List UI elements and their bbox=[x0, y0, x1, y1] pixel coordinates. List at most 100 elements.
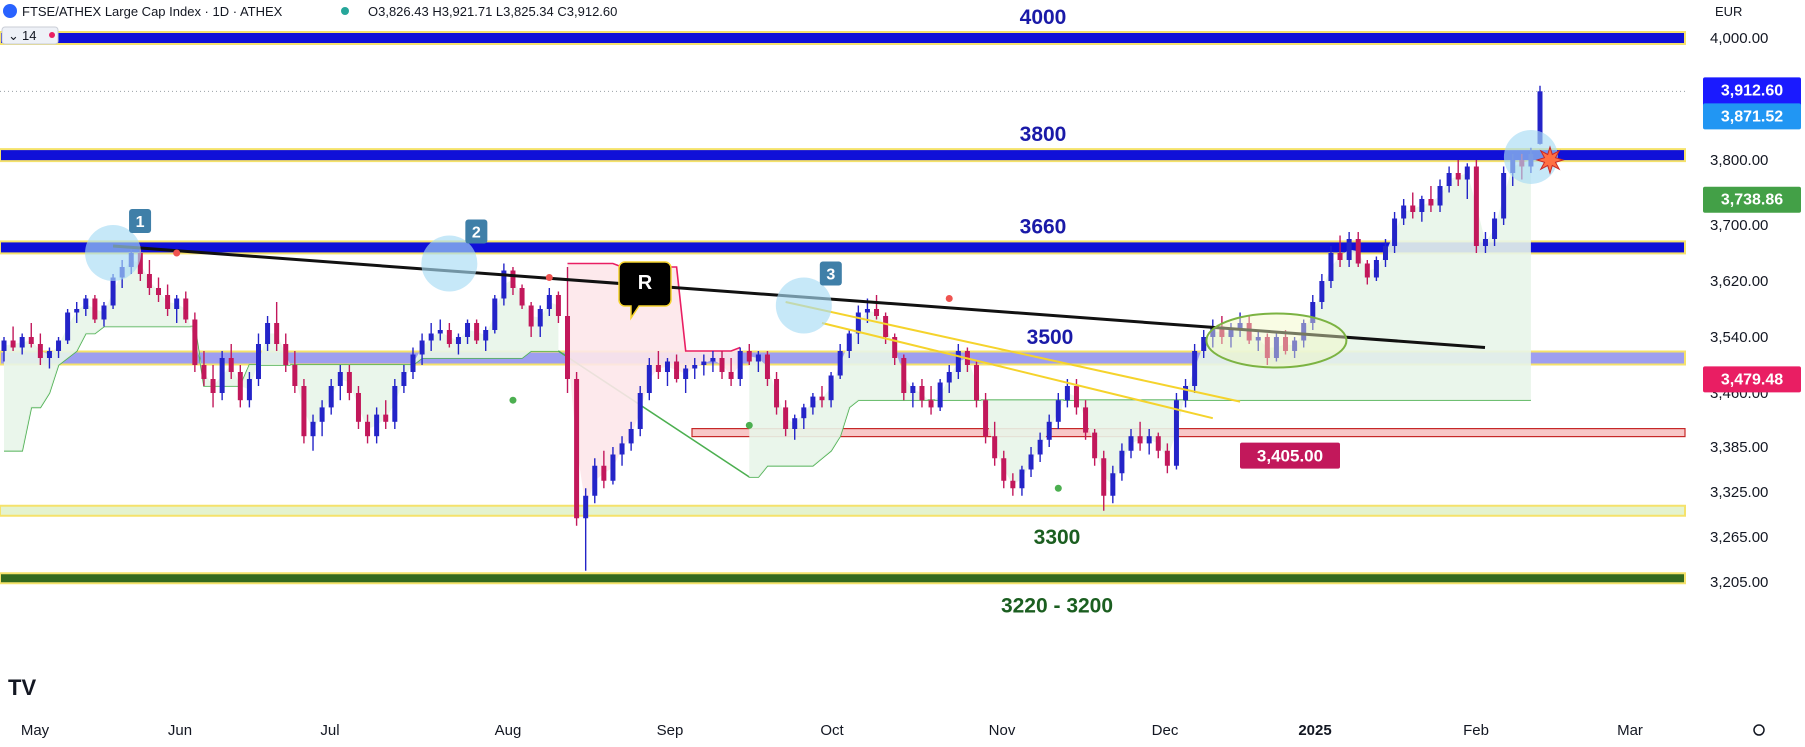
candle-body-63 bbox=[574, 379, 580, 519]
candle-body-15 bbox=[137, 253, 143, 274]
candle-body-136 bbox=[1237, 323, 1243, 330]
candle-body-53 bbox=[483, 330, 489, 341]
yellow-trendline-2 bbox=[821, 322, 1214, 420]
candle-body-98 bbox=[892, 337, 898, 358]
candle-body-93 bbox=[846, 333, 852, 351]
candle-body-104 bbox=[946, 372, 952, 383]
candle-body-133 bbox=[1210, 326, 1216, 337]
candle-body-56 bbox=[510, 270, 516, 288]
candle-body-99 bbox=[901, 358, 907, 393]
trail-start-dot-0 bbox=[509, 396, 517, 404]
candle-body-3 bbox=[28, 337, 34, 344]
x-tick-label-9: Feb bbox=[1463, 722, 1489, 739]
candle-body-17 bbox=[156, 288, 162, 295]
candle-body-87 bbox=[792, 418, 798, 429]
resistance-fill bbox=[567, 263, 741, 507]
candle-body-76 bbox=[692, 365, 698, 369]
candle-body-96 bbox=[874, 309, 880, 316]
candle-body-71 bbox=[646, 365, 652, 393]
candle-body-78 bbox=[710, 358, 716, 362]
marker-halo-1 bbox=[85, 225, 142, 281]
candle-body-43 bbox=[392, 386, 398, 422]
chart-header: FTSE/ATHEX Large Cap Index · 1D · ATHEX … bbox=[1, 4, 1742, 700]
indicator-dot-icon bbox=[49, 32, 55, 38]
candle-body-138 bbox=[1255, 337, 1261, 341]
x-tick-label-0: May bbox=[21, 722, 50, 739]
candle-body-135 bbox=[1228, 330, 1234, 337]
candle-body-91 bbox=[828, 375, 834, 401]
candle-body-94 bbox=[855, 312, 861, 334]
candle-body-55 bbox=[501, 270, 507, 299]
candle-body-80 bbox=[728, 372, 734, 379]
y-tick-label-1: 3,800.00 bbox=[1710, 152, 1768, 169]
candle-body-95 bbox=[864, 309, 870, 313]
indicator-value: 14 bbox=[22, 28, 36, 43]
candle-body-22 bbox=[201, 365, 207, 379]
callout-r-label: R bbox=[638, 272, 653, 294]
candle-body-120 bbox=[1092, 432, 1098, 459]
support-tag-label: 3,405.00 bbox=[1257, 447, 1323, 466]
candle-body-90 bbox=[819, 396, 825, 401]
candle-body-151 bbox=[1373, 260, 1379, 278]
candle-body-61 bbox=[555, 295, 561, 316]
candle-body-31 bbox=[283, 344, 289, 365]
candle-body-6 bbox=[56, 340, 62, 351]
candle-body-64 bbox=[583, 495, 589, 519]
candle-body-34 bbox=[310, 421, 316, 437]
candle-body-19 bbox=[174, 298, 180, 309]
support-fill bbox=[4, 260, 559, 451]
marker-label-3: 3 bbox=[826, 267, 835, 284]
candle-body-2 bbox=[19, 337, 25, 348]
candle-body-100 bbox=[910, 386, 916, 393]
y-tick-label-7: 3,325.00 bbox=[1710, 484, 1768, 501]
candle-body-152 bbox=[1382, 246, 1388, 260]
x-tick-label-3: Aug bbox=[495, 722, 522, 739]
candle-body-137 bbox=[1246, 323, 1252, 341]
candle-body-86 bbox=[783, 407, 789, 429]
candle-body-142 bbox=[1292, 340, 1298, 351]
support-band-3405 bbox=[691, 428, 1686, 438]
candle-body-74 bbox=[674, 361, 680, 379]
callout-r bbox=[618, 261, 672, 321]
candle-body-134 bbox=[1219, 326, 1225, 337]
currency-label[interactable]: EUR bbox=[1715, 4, 1742, 19]
ohlc-readout: O3,826.43 H3,921.71 L3,825.34 C3,912.60 bbox=[368, 4, 617, 19]
candle-body-48 bbox=[437, 330, 443, 334]
indicator-chip[interactable] bbox=[1, 26, 59, 45]
candle-body-144 bbox=[1310, 302, 1316, 323]
trail-start-dot-2 bbox=[1054, 484, 1062, 492]
candle-body-58 bbox=[528, 305, 534, 327]
level-label-3300: 3300 bbox=[1034, 526, 1081, 549]
candle-body-124 bbox=[1128, 436, 1134, 451]
symbol-logo-icon bbox=[3, 4, 17, 18]
candle-body-159 bbox=[1446, 173, 1452, 186]
candle-body-112 bbox=[1019, 469, 1025, 489]
candle-body-62 bbox=[565, 316, 571, 379]
candle-body-148 bbox=[1346, 239, 1352, 260]
candle-body-122 bbox=[1110, 473, 1116, 496]
candle-body-108 bbox=[983, 400, 989, 437]
candle-body-52 bbox=[474, 323, 480, 341]
candle-body-33 bbox=[301, 386, 307, 437]
candle-body-139 bbox=[1264, 337, 1270, 358]
candle-body-40 bbox=[365, 421, 371, 437]
candles-layer bbox=[1, 85, 1543, 571]
time-axis[interactable]: May Jun Jul Aug Sep Oct Nov Dec 2025 Feb Mar bbox=[21, 722, 1765, 739]
candle-body-37 bbox=[337, 372, 343, 386]
y-tick-label-4: 3,540.00 bbox=[1710, 329, 1768, 346]
candle-body-163 bbox=[1482, 239, 1488, 246]
candle-body-46 bbox=[419, 340, 425, 355]
candle-body-42 bbox=[383, 414, 389, 422]
price-axis[interactable]: 4,000.00 3,800.00 3,700.00 3,620.00 3,540.00… bbox=[1688, 0, 1805, 747]
candle-body-156 bbox=[1419, 199, 1425, 212]
candle-body-77 bbox=[701, 361, 707, 365]
candle-body-97 bbox=[883, 316, 889, 337]
x-tick-label-4: Sep bbox=[657, 722, 684, 739]
candle-body-59 bbox=[537, 309, 543, 327]
trail-start-dot-r0 bbox=[173, 249, 181, 257]
price-tag-label-support: 3,738.86 bbox=[1721, 192, 1783, 209]
candle-body-83 bbox=[755, 354, 761, 362]
candle-body-146 bbox=[1328, 253, 1334, 281]
